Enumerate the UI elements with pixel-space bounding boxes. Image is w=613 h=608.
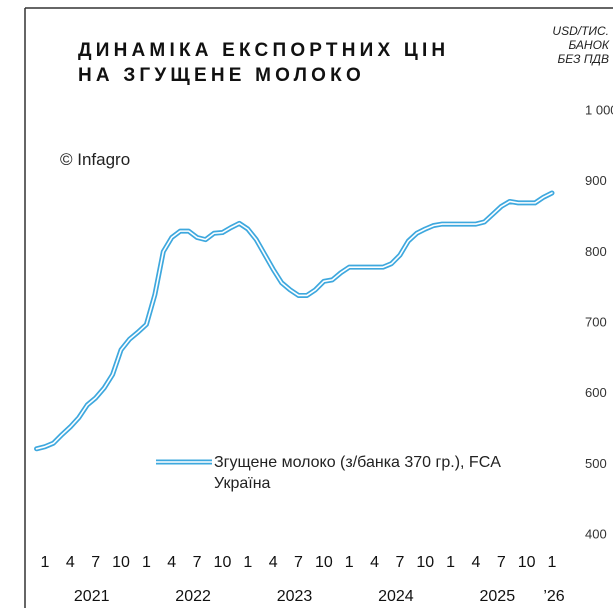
y-tick-label: 900	[585, 173, 607, 188]
x-tick-label: 10	[112, 554, 130, 571]
x-tick-label: 1	[548, 554, 557, 571]
x-tick-label: 4	[370, 554, 379, 571]
x-tick-label: 1	[142, 554, 151, 571]
x-tick-label: 1	[41, 554, 50, 571]
x-tick-label: 4	[66, 554, 75, 571]
year-label: 2025	[480, 588, 516, 605]
x-tick-label: 7	[395, 554, 404, 571]
x-tick-label: 7	[193, 554, 202, 571]
y-tick-label: 800	[585, 244, 607, 259]
x-tick-label: 4	[471, 554, 480, 571]
x-tick-label: 10	[518, 554, 536, 571]
legend-label: Згущене молоко (з/банка 370 гр.), FCA Ук…	[214, 454, 501, 492]
x-tick-label: 7	[497, 554, 506, 571]
series-line-inner	[35, 192, 553, 450]
x-tick-label: 7	[294, 554, 303, 571]
x-tick-label: 10	[315, 554, 333, 571]
x-tick-label: 1	[446, 554, 455, 571]
year-label: 2024	[378, 588, 414, 605]
x-tick-label: 1	[243, 554, 252, 571]
x-tick-label: 1	[345, 554, 354, 571]
x-tick-label: 7	[91, 554, 100, 571]
y-tick-label: 400	[585, 526, 607, 541]
annotation: © Infagro	[60, 150, 131, 169]
y-tick-label: 600	[585, 385, 607, 400]
y-tick-label: 500	[585, 456, 607, 471]
x-tick-label: 4	[167, 554, 176, 571]
y-tick-label: 1 000	[585, 102, 613, 117]
x-tick-label: 10	[214, 554, 232, 571]
series-line	[34, 190, 555, 452]
x-tick-label: 4	[269, 554, 278, 571]
x-tick-label: 10	[416, 554, 434, 571]
year-label: 2023	[277, 588, 313, 605]
year-label: ’26	[543, 588, 564, 605]
year-label: 2021	[74, 588, 110, 605]
year-label: 2022	[175, 588, 211, 605]
y-axis-label: USD/ТИС. БАНОК БЕЗ ПДВ	[552, 24, 609, 66]
chart-title: ДИНАМІКА ЕКСПОРТНИХ ЦІН НА ЗГУЩЕНЕ МОЛОК…	[78, 40, 450, 86]
y-tick-label: 700	[585, 314, 607, 329]
